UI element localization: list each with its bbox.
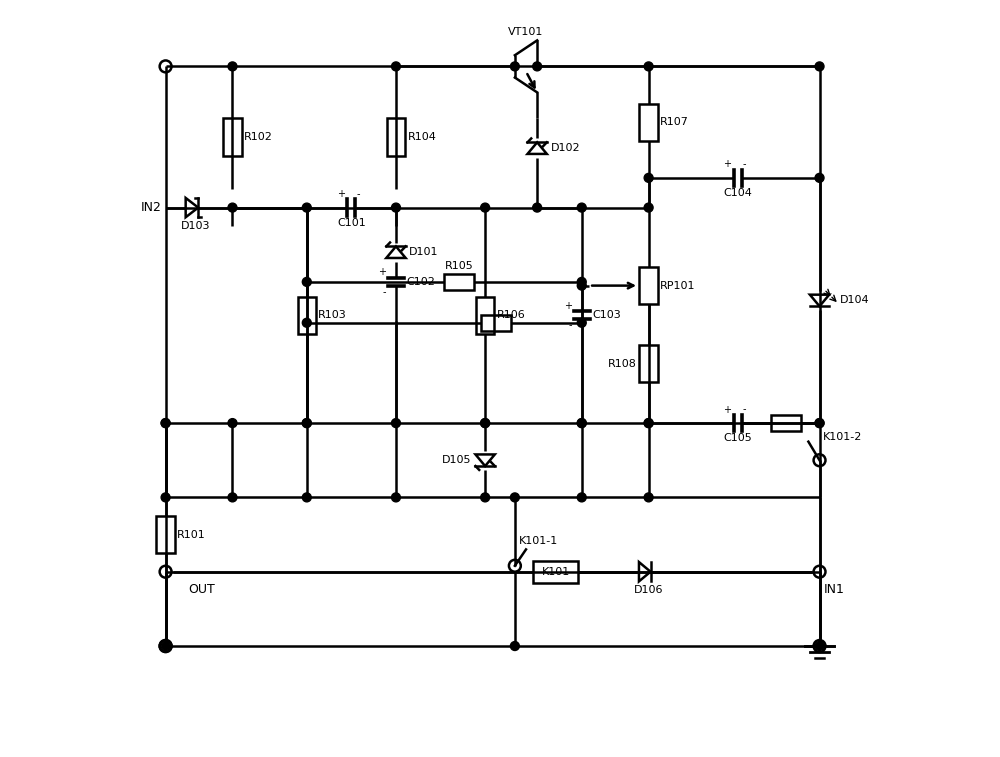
Text: R101: R101 <box>177 530 206 540</box>
Circle shape <box>510 62 519 71</box>
Circle shape <box>481 493 490 502</box>
Circle shape <box>302 318 311 327</box>
Circle shape <box>644 493 653 502</box>
Text: +: + <box>723 404 731 415</box>
Text: D104: D104 <box>840 295 870 306</box>
Text: D101: D101 <box>409 248 439 257</box>
Circle shape <box>481 419 490 428</box>
Text: R108: R108 <box>608 359 637 369</box>
Circle shape <box>644 419 653 428</box>
Circle shape <box>228 62 237 71</box>
Circle shape <box>815 419 824 428</box>
Text: C103: C103 <box>592 310 621 320</box>
Text: C105: C105 <box>723 434 752 444</box>
Text: D103: D103 <box>181 221 210 231</box>
Bar <box>639 104 658 141</box>
Text: D106: D106 <box>634 585 663 595</box>
Circle shape <box>481 203 490 212</box>
Text: K101: K101 <box>542 567 570 577</box>
Text: -: - <box>356 189 360 199</box>
Text: R103: R103 <box>318 310 347 320</box>
Text: +: + <box>378 267 386 277</box>
Circle shape <box>577 281 586 290</box>
Circle shape <box>510 493 519 502</box>
Bar <box>481 315 511 331</box>
Circle shape <box>228 493 237 502</box>
Bar <box>533 561 578 583</box>
Text: C101: C101 <box>337 218 366 228</box>
Circle shape <box>644 203 653 212</box>
Text: -: - <box>383 287 386 297</box>
Text: R104: R104 <box>407 132 436 142</box>
Text: IN1: IN1 <box>823 583 844 596</box>
Text: OUT: OUT <box>188 583 215 596</box>
Bar <box>639 345 658 382</box>
Bar <box>298 297 316 334</box>
Circle shape <box>228 419 237 428</box>
Circle shape <box>302 419 311 428</box>
Text: -: - <box>743 404 746 415</box>
Text: C102: C102 <box>406 277 435 287</box>
Text: K101-2: K101-2 <box>823 431 863 441</box>
Text: +: + <box>564 301 572 310</box>
Bar <box>156 516 175 553</box>
Text: C104: C104 <box>723 188 752 198</box>
Circle shape <box>644 419 653 428</box>
Circle shape <box>577 419 586 428</box>
Circle shape <box>644 173 653 182</box>
Text: VT101: VT101 <box>508 26 544 36</box>
Text: -: - <box>569 320 572 330</box>
Text: +: + <box>337 189 345 199</box>
Circle shape <box>577 318 586 327</box>
Circle shape <box>302 277 311 286</box>
Circle shape <box>161 419 170 428</box>
Text: R106: R106 <box>497 310 525 320</box>
Circle shape <box>392 493 400 502</box>
Text: R102: R102 <box>244 132 273 142</box>
Circle shape <box>815 642 824 650</box>
Bar <box>387 118 405 156</box>
Circle shape <box>577 493 586 502</box>
Bar <box>223 118 242 156</box>
Bar <box>639 267 658 304</box>
Text: R105: R105 <box>445 261 474 272</box>
Circle shape <box>392 419 400 428</box>
Circle shape <box>644 62 653 71</box>
Circle shape <box>392 62 400 71</box>
Circle shape <box>302 419 311 428</box>
Circle shape <box>533 62 542 71</box>
Bar <box>771 415 801 431</box>
Bar <box>444 274 474 290</box>
Circle shape <box>161 493 170 502</box>
Text: -: - <box>743 159 746 170</box>
Text: R107: R107 <box>660 117 689 127</box>
Text: K101-1: K101-1 <box>519 536 558 546</box>
Circle shape <box>577 419 586 428</box>
Circle shape <box>161 419 170 428</box>
Circle shape <box>533 203 542 212</box>
Circle shape <box>161 642 170 650</box>
Circle shape <box>481 419 490 428</box>
Circle shape <box>228 203 237 212</box>
Circle shape <box>577 203 586 212</box>
Circle shape <box>815 419 824 428</box>
Text: D105: D105 <box>442 455 472 466</box>
Circle shape <box>815 173 824 182</box>
Circle shape <box>302 203 311 212</box>
Text: +: + <box>723 159 731 170</box>
Circle shape <box>510 642 519 650</box>
Text: RP101: RP101 <box>660 281 696 291</box>
Text: IN2: IN2 <box>141 201 162 214</box>
Circle shape <box>577 277 586 286</box>
Text: D102: D102 <box>551 143 580 153</box>
Circle shape <box>815 62 824 71</box>
Circle shape <box>302 493 311 502</box>
Bar <box>476 297 494 334</box>
Circle shape <box>392 203 400 212</box>
